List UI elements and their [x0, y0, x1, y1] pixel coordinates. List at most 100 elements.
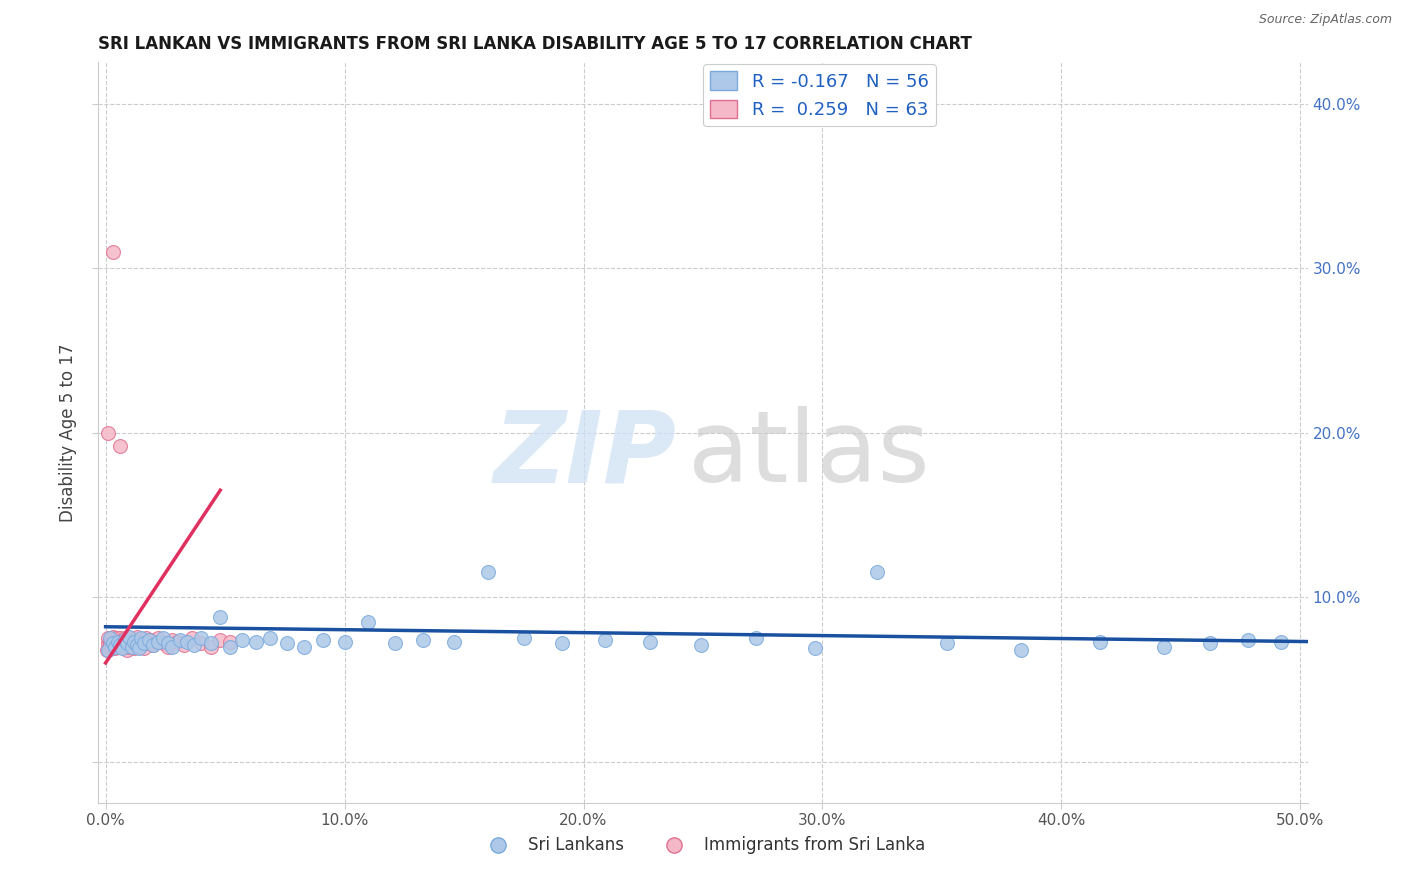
Point: [104, 634, 127, 648]
Point: [108, 439, 131, 453]
Point: [121, 634, 143, 648]
Point: [108, 636, 131, 650]
Point: [118, 630, 141, 644]
Point: [218, 634, 240, 648]
Point: [142, 638, 165, 652]
Point: [114, 636, 136, 650]
Point: [111, 632, 134, 647]
Point: [131, 638, 153, 652]
Point: [443, 634, 465, 648]
Point: [118, 640, 141, 654]
Point: [101, 636, 124, 650]
Point: [107, 632, 129, 647]
Point: [122, 632, 145, 647]
Point: [122, 634, 145, 648]
Point: [1010, 642, 1032, 657]
Point: [107, 634, 129, 648]
Point: [101, 636, 124, 650]
Point: [128, 640, 150, 654]
Point: [513, 632, 536, 646]
Point: [114, 632, 136, 647]
Point: [108, 638, 131, 652]
Point: [259, 632, 281, 646]
Point: [105, 632, 128, 646]
Point: [312, 632, 335, 647]
Point: [231, 632, 253, 647]
Point: [97, 636, 120, 650]
Point: [115, 634, 138, 648]
Point: [128, 641, 150, 656]
Point: [97, 642, 120, 657]
Text: SRI LANKAN VS IMMIGRANTS FROM SRI LANKA DISABILITY AGE 5 TO 17 CORRELATION CHART: SRI LANKAN VS IMMIGRANTS FROM SRI LANKA …: [98, 35, 973, 53]
Point: [125, 636, 148, 650]
Point: [111, 634, 134, 648]
Point: [1198, 636, 1220, 650]
Point: [107, 636, 129, 650]
Point: [100, 641, 122, 656]
Point: [138, 632, 160, 647]
Point: [1237, 632, 1260, 647]
Point: [292, 640, 315, 654]
Point: [190, 636, 212, 650]
Point: [108, 632, 131, 646]
Point: [122, 641, 145, 656]
Point: [138, 636, 160, 650]
Point: [866, 566, 889, 580]
Point: [118, 636, 141, 650]
Point: [412, 632, 434, 647]
Point: [104, 638, 127, 652]
Point: [132, 636, 155, 650]
Point: [200, 636, 222, 650]
Point: [200, 640, 222, 654]
Point: [152, 632, 174, 646]
Point: [97, 425, 120, 440]
Point: [173, 638, 195, 652]
Point: [131, 634, 153, 648]
Point: [209, 632, 232, 647]
Point: [477, 566, 499, 580]
Point: [689, 638, 711, 652]
Point: [115, 632, 138, 647]
Point: [121, 638, 143, 652]
Point: [183, 638, 205, 652]
Point: [593, 632, 616, 647]
Point: [115, 642, 138, 657]
Point: [935, 636, 957, 650]
Point: [101, 630, 124, 644]
Point: [121, 640, 143, 654]
Text: Source: ZipAtlas.com: Source: ZipAtlas.com: [1258, 13, 1392, 27]
Point: [804, 641, 827, 656]
Point: [96, 642, 118, 657]
Point: [107, 638, 129, 652]
Point: [152, 636, 174, 650]
Point: [139, 632, 162, 647]
Text: atlas: atlas: [689, 407, 931, 503]
Point: [98, 640, 121, 654]
Point: [98, 632, 121, 646]
Point: [101, 244, 124, 259]
Point: [114, 640, 136, 654]
Point: [125, 638, 148, 652]
Point: [190, 632, 212, 646]
Point: [135, 632, 157, 646]
Point: [169, 632, 191, 647]
Point: [104, 640, 127, 654]
Point: [209, 610, 232, 624]
Point: [1270, 634, 1292, 648]
Point: [156, 640, 179, 654]
Point: [146, 632, 169, 646]
Point: [115, 636, 138, 650]
Point: [333, 634, 356, 648]
Point: [245, 634, 267, 648]
Point: [384, 636, 406, 650]
Point: [1088, 634, 1111, 648]
Point: [101, 632, 124, 647]
Point: [276, 636, 298, 650]
Point: [218, 640, 240, 654]
Point: [176, 634, 198, 648]
Point: [156, 636, 179, 650]
Point: [1153, 640, 1175, 654]
Point: [108, 640, 131, 654]
Point: [145, 634, 167, 648]
Point: [357, 615, 380, 629]
